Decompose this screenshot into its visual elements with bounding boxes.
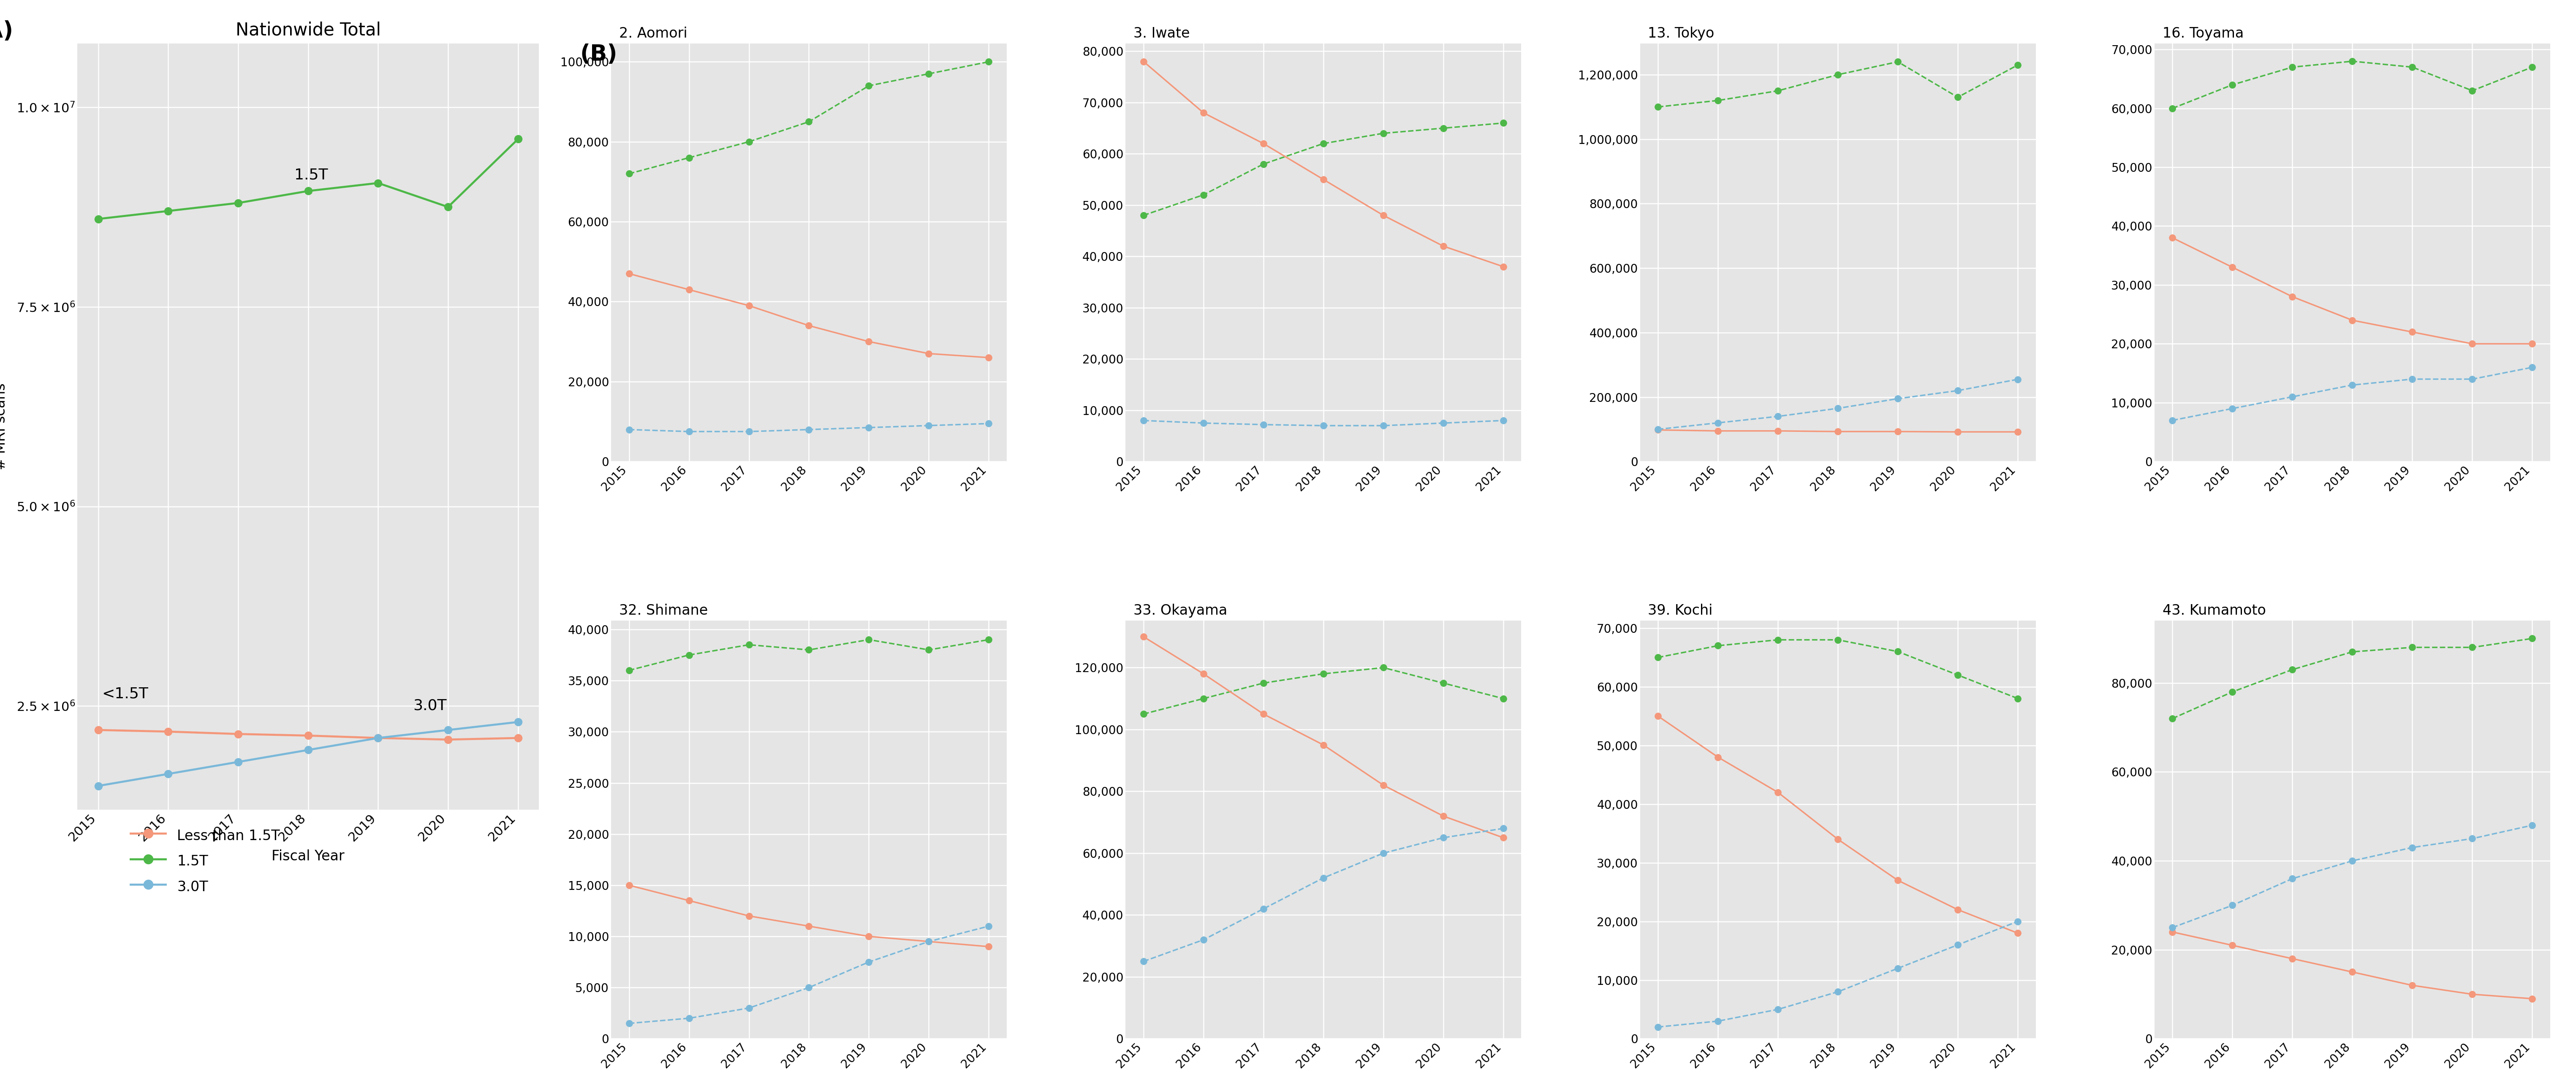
Text: (A): (A): [0, 21, 13, 42]
Legend: Less than 1.5T, 1.5T, 3.0T: Less than 1.5T, 1.5T, 3.0T: [131, 827, 281, 895]
Text: 32. Shimane: 32. Shimane: [618, 604, 708, 618]
X-axis label: Fiscal Year: Fiscal Year: [270, 849, 345, 863]
Title: Nationwide Total: Nationwide Total: [234, 22, 381, 39]
Text: 16. Toyama: 16. Toyama: [2161, 26, 2244, 40]
Text: 33. Okayama: 33. Okayama: [1133, 604, 1226, 618]
Text: 3.0T: 3.0T: [412, 699, 446, 713]
Y-axis label: # MRI scans: # MRI scans: [0, 383, 8, 470]
Text: <1.5T: <1.5T: [103, 687, 149, 701]
Text: 43. Kumamoto: 43. Kumamoto: [2161, 604, 2267, 618]
Text: 13. Tokyo: 13. Tokyo: [1649, 26, 1716, 40]
Text: 2. Aomori: 2. Aomori: [618, 26, 688, 40]
Text: 1.5T: 1.5T: [294, 168, 327, 182]
Text: (B): (B): [580, 43, 618, 65]
Text: 3. Iwate: 3. Iwate: [1133, 26, 1190, 40]
Text: 39. Kochi: 39. Kochi: [1649, 604, 1713, 618]
